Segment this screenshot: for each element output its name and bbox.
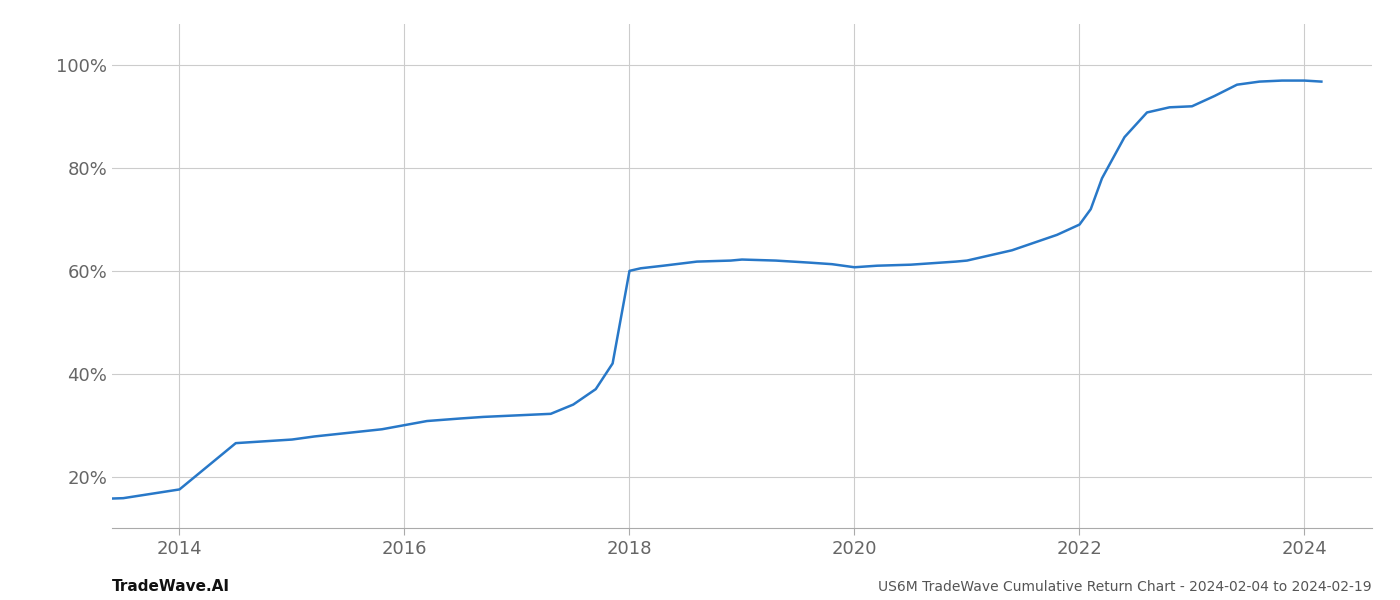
Text: TradeWave.AI: TradeWave.AI (112, 579, 230, 594)
Text: US6M TradeWave Cumulative Return Chart - 2024-02-04 to 2024-02-19: US6M TradeWave Cumulative Return Chart -… (878, 580, 1372, 594)
